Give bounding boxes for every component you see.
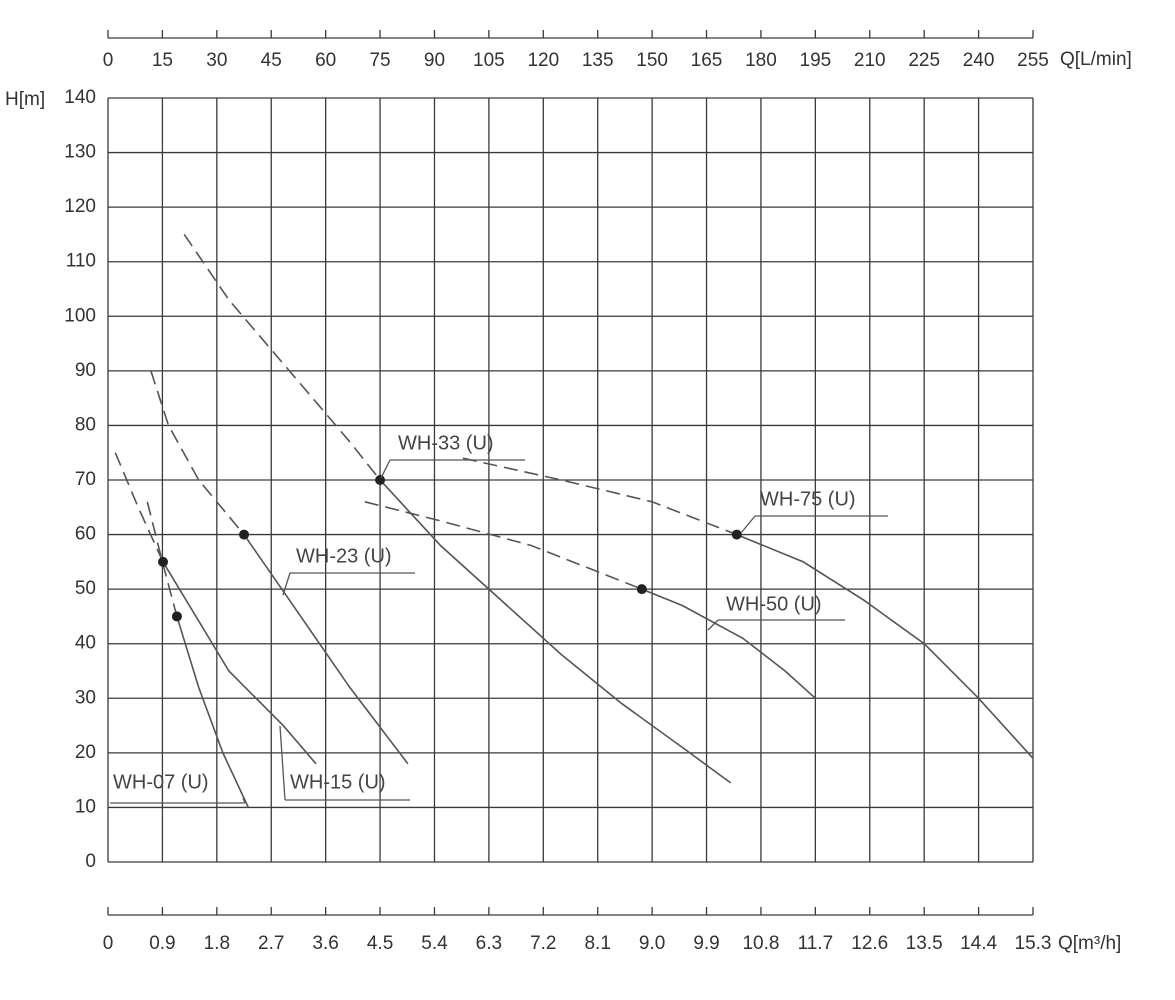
- x-tick-label: 15.3: [1015, 933, 1052, 954]
- x-tick-label: 13.5: [906, 933, 943, 954]
- y-tick-label: 30: [75, 687, 96, 708]
- x-tick-label: 1.8: [204, 933, 230, 954]
- curve-label: WH-50 (U): [726, 593, 822, 615]
- x-tick-label: 11.7: [798, 933, 834, 954]
- x2-tick-label: 240: [963, 50, 995, 71]
- x-tick-label: 4.5: [367, 933, 393, 954]
- y-tick-label: 70: [75, 469, 96, 490]
- x-tick-label: 8.1: [584, 933, 610, 954]
- x-tick-label: 2.7: [258, 933, 284, 954]
- curve-label: WH-07 (U): [113, 771, 209, 793]
- label-leader: [707, 619, 719, 631]
- operating-point: [158, 556, 169, 567]
- curve-dashed: [462, 457, 738, 536]
- y-tick-label: 130: [64, 142, 96, 163]
- x-tick-label: 0.9: [149, 933, 175, 954]
- curve-dashed: [364, 501, 643, 590]
- x2-tick-label: 105: [473, 50, 505, 71]
- curve-solid: [641, 588, 816, 699]
- x2-tick-label: 0: [103, 50, 114, 71]
- operating-point: [239, 529, 250, 540]
- x2-tick-label: 60: [315, 50, 336, 71]
- y-tick-label: 80: [75, 414, 96, 435]
- x-tick-label: 10.8: [742, 933, 779, 954]
- curve-dashed: [150, 370, 245, 536]
- y-tick-label: 40: [75, 633, 96, 654]
- x-tick-label: 0: [103, 933, 114, 954]
- y-axis-title: H[m]: [5, 89, 45, 110]
- y-tick-label: 120: [64, 196, 96, 217]
- x-tick-label: 9.0: [639, 933, 665, 954]
- y-tick-label: 0: [85, 851, 96, 872]
- x2-tick-label: 75: [369, 50, 390, 71]
- x2-tick-label: 210: [854, 50, 886, 71]
- curve-dashed: [183, 233, 381, 481]
- curve-dashed: [114, 452, 164, 563]
- curve-solid: [176, 616, 250, 808]
- label-leader: [242, 797, 246, 804]
- label-leader: [279, 725, 286, 801]
- y-tick-label: 20: [75, 742, 96, 763]
- x2-tick-label: 15: [152, 50, 173, 71]
- curve-solid: [379, 479, 732, 784]
- x2-tick-label: 165: [691, 50, 723, 71]
- label-leader: [282, 572, 291, 596]
- y-tick-label: 10: [75, 796, 96, 817]
- y-tick-label: 140: [64, 87, 96, 108]
- operating-point: [636, 584, 647, 595]
- x-tick-label: 7.2: [530, 933, 556, 954]
- x2-tick-label: 225: [908, 50, 940, 71]
- curve-label: WH-15 (U): [290, 771, 386, 793]
- x2-axis-title: Q[L/min]: [1060, 49, 1132, 70]
- curve-label: WH-33 (U): [398, 432, 494, 454]
- curve-label: WH-75 (U): [760, 488, 856, 510]
- x2-tick-label: 180: [745, 50, 777, 71]
- operating-point: [375, 475, 386, 485]
- x2-tick-label: 255: [1017, 50, 1049, 71]
- x2-tick-label: 120: [527, 50, 559, 71]
- y-tick-label: 110: [66, 251, 96, 272]
- x-tick-label: 9.9: [693, 933, 719, 954]
- x2-tick-label: 45: [261, 50, 282, 71]
- label-leader: [740, 515, 756, 534]
- curve-solid: [243, 534, 409, 765]
- x2-tick-label: 30: [206, 50, 227, 71]
- y-tick-label: 90: [75, 360, 96, 381]
- curve-label: WH-23 (U): [296, 545, 392, 567]
- y-tick-label: 100: [64, 305, 96, 326]
- x-tick-label: 3.6: [312, 933, 338, 954]
- x-tick-label: 6.3: [476, 933, 502, 954]
- x-axis-title: Q[m³/h]: [1058, 933, 1121, 954]
- curve-solid: [162, 561, 317, 765]
- label-leader: [380, 459, 391, 479]
- x2-tick-label: 90: [424, 50, 445, 71]
- x2-tick-label: 135: [582, 50, 614, 71]
- y-tick-label: 50: [75, 578, 96, 599]
- curve-solid: [736, 533, 1034, 759]
- x2-tick-label: 195: [800, 50, 832, 71]
- y-tick-label: 60: [75, 524, 96, 545]
- x-tick-label: 5.4: [421, 933, 448, 954]
- operating-point: [731, 529, 742, 540]
- x-tick-label: 14.4: [960, 933, 997, 954]
- x2-tick-label: 150: [636, 50, 668, 71]
- operating-point: [171, 611, 182, 622]
- x-tick-label: 12.6: [851, 933, 888, 954]
